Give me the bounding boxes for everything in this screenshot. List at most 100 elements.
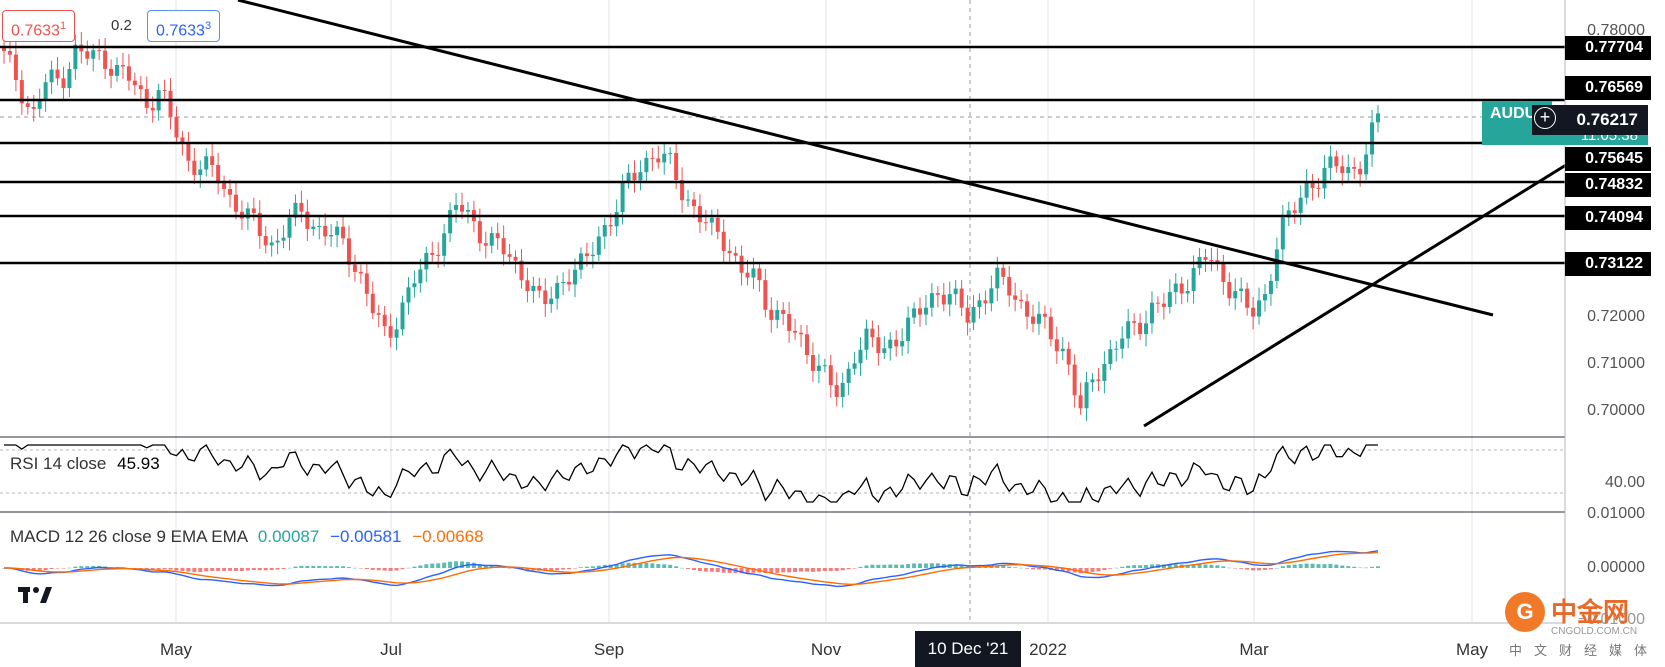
horizontal-levels[interactable]: [0, 45, 1565, 265]
candle-body: [906, 317, 911, 342]
macd-histogram-bar: [1257, 568, 1262, 571]
candle-body: [263, 236, 268, 246]
candle-body: [1209, 259, 1214, 261]
macd-histogram-bar: [816, 568, 821, 572]
macd-histogram-bar: [1292, 564, 1297, 568]
candle-body: [305, 211, 310, 229]
candle-body: [828, 365, 833, 386]
macd-histogram-bar: [715, 568, 720, 573]
macd-histogram-bar: [460, 561, 464, 568]
candle-body: [49, 69, 54, 83]
macd-histogram-bar: [1120, 566, 1125, 568]
candle-body: [573, 269, 578, 285]
time-axis-label: May: [159, 640, 193, 659]
macd-histogram-bar: [751, 568, 756, 573]
candle-body: [703, 222, 708, 224]
level-tag[interactable]: 0.77704: [1565, 36, 1651, 60]
candle-body: [477, 221, 482, 244]
macd-histogram-bar: [918, 563, 922, 568]
candle-body: [626, 172, 631, 183]
candle-body: [918, 308, 922, 315]
macd-histogram-bar: [846, 568, 851, 570]
candle-body: [1251, 307, 1256, 317]
macd-histogram-bar: [787, 568, 792, 573]
macd-histogram-bar: [1209, 564, 1214, 568]
candle-body: [644, 157, 649, 173]
candle-body: [311, 226, 316, 229]
candle-body: [555, 283, 560, 299]
macd-histogram-bar: [864, 565, 869, 568]
macd-histogram-bar: [382, 568, 387, 571]
macd-histogram-bar: [1346, 566, 1351, 568]
macd-histogram-bar: [983, 566, 988, 568]
candle-body: [608, 224, 613, 227]
rsi-legend[interactable]: RSI 14 close 45.93: [10, 454, 160, 474]
macd-histogram-bar: [364, 568, 369, 569]
candle-body: [727, 250, 732, 254]
macd-histogram-bar: [477, 564, 482, 568]
candle-body: [953, 288, 958, 295]
candle-body: [1167, 292, 1172, 307]
macd-histogram-bar: [638, 562, 643, 568]
macd-histogram-bar: [775, 568, 780, 573]
candle-body: [144, 89, 149, 108]
candle-body: [418, 269, 423, 284]
macd-histogram-bar: [697, 568, 702, 571]
macd-histogram-bar: [656, 563, 661, 568]
macd-histogram-bar: [1370, 566, 1375, 568]
candle-body: [138, 85, 143, 90]
candle-body: [763, 280, 768, 310]
candle-body: [19, 80, 24, 104]
watermark-domain: CNGOLD.COM.CN: [1551, 626, 1638, 637]
candle-body: [257, 212, 262, 237]
macd-histogram-bar: [828, 568, 833, 571]
sell-price-button[interactable]: 0.76331: [2, 10, 76, 42]
candle-body: [1233, 291, 1238, 299]
trend-lines[interactable]: [237, 0, 1567, 428]
price-axis-label: 0.71000: [1587, 355, 1645, 372]
macd-histogram-bar: [1185, 564, 1190, 568]
macd-histogram-bar: [329, 566, 334, 568]
candle-body: [834, 385, 839, 398]
candle-body: [436, 254, 441, 256]
macd-histogram-bar: [620, 563, 625, 568]
candle-body: [364, 273, 369, 294]
candle-body: [376, 313, 381, 315]
level-tag[interactable]: 0.76569: [1565, 76, 1651, 100]
candle-body: [799, 332, 804, 335]
spread-value: 0.2: [111, 17, 132, 34]
level-tag[interactable]: 0.74832: [1565, 173, 1651, 197]
candle-body: [1245, 288, 1250, 308]
candle-body: [709, 217, 714, 223]
level-tag[interactable]: 0.75645: [1565, 147, 1651, 171]
macd-histogram-bar: [376, 568, 381, 571]
macd-histogram-bar: [239, 568, 244, 572]
macd-histogram-bar: [1215, 565, 1220, 568]
macd-histogram-bar: [436, 563, 441, 568]
time-axis-label: Nov: [810, 640, 842, 659]
time-axis-label: May: [1455, 640, 1489, 659]
macd-histogram-bar: [1203, 564, 1208, 568]
level-tag[interactable]: 0.73122: [1565, 252, 1651, 276]
macd-histogram-bar: [989, 566, 994, 568]
price-axis-label: 0.70000: [1587, 402, 1645, 419]
crosshair-plus-icon[interactable]: +: [1534, 107, 1556, 129]
candle-body: [293, 202, 298, 218]
macd-histogram-bar: [210, 568, 215, 571]
macd-histogram-bar: [1132, 565, 1137, 568]
tradingview-logo[interactable]: [16, 581, 60, 609]
candle-body: [1179, 283, 1184, 294]
macd-histogram-bar: [471, 562, 476, 568]
candle-body: [840, 382, 845, 398]
macd-histogram-bar: [929, 563, 934, 568]
candle-body: [204, 156, 209, 170]
candle-body: [1364, 154, 1369, 175]
buy-price-button[interactable]: 0.76333: [147, 10, 221, 42]
macd-legend[interactable]: MACD 12 26 close 9 EMA EMA 0.00087 −0.00…: [10, 527, 484, 547]
macd-histogram-bar: [448, 561, 453, 568]
macd-histogram-bar: [287, 567, 292, 569]
level-tag[interactable]: 0.74094: [1565, 206, 1651, 230]
candle-body: [1292, 210, 1297, 213]
candle-body: [91, 50, 96, 59]
